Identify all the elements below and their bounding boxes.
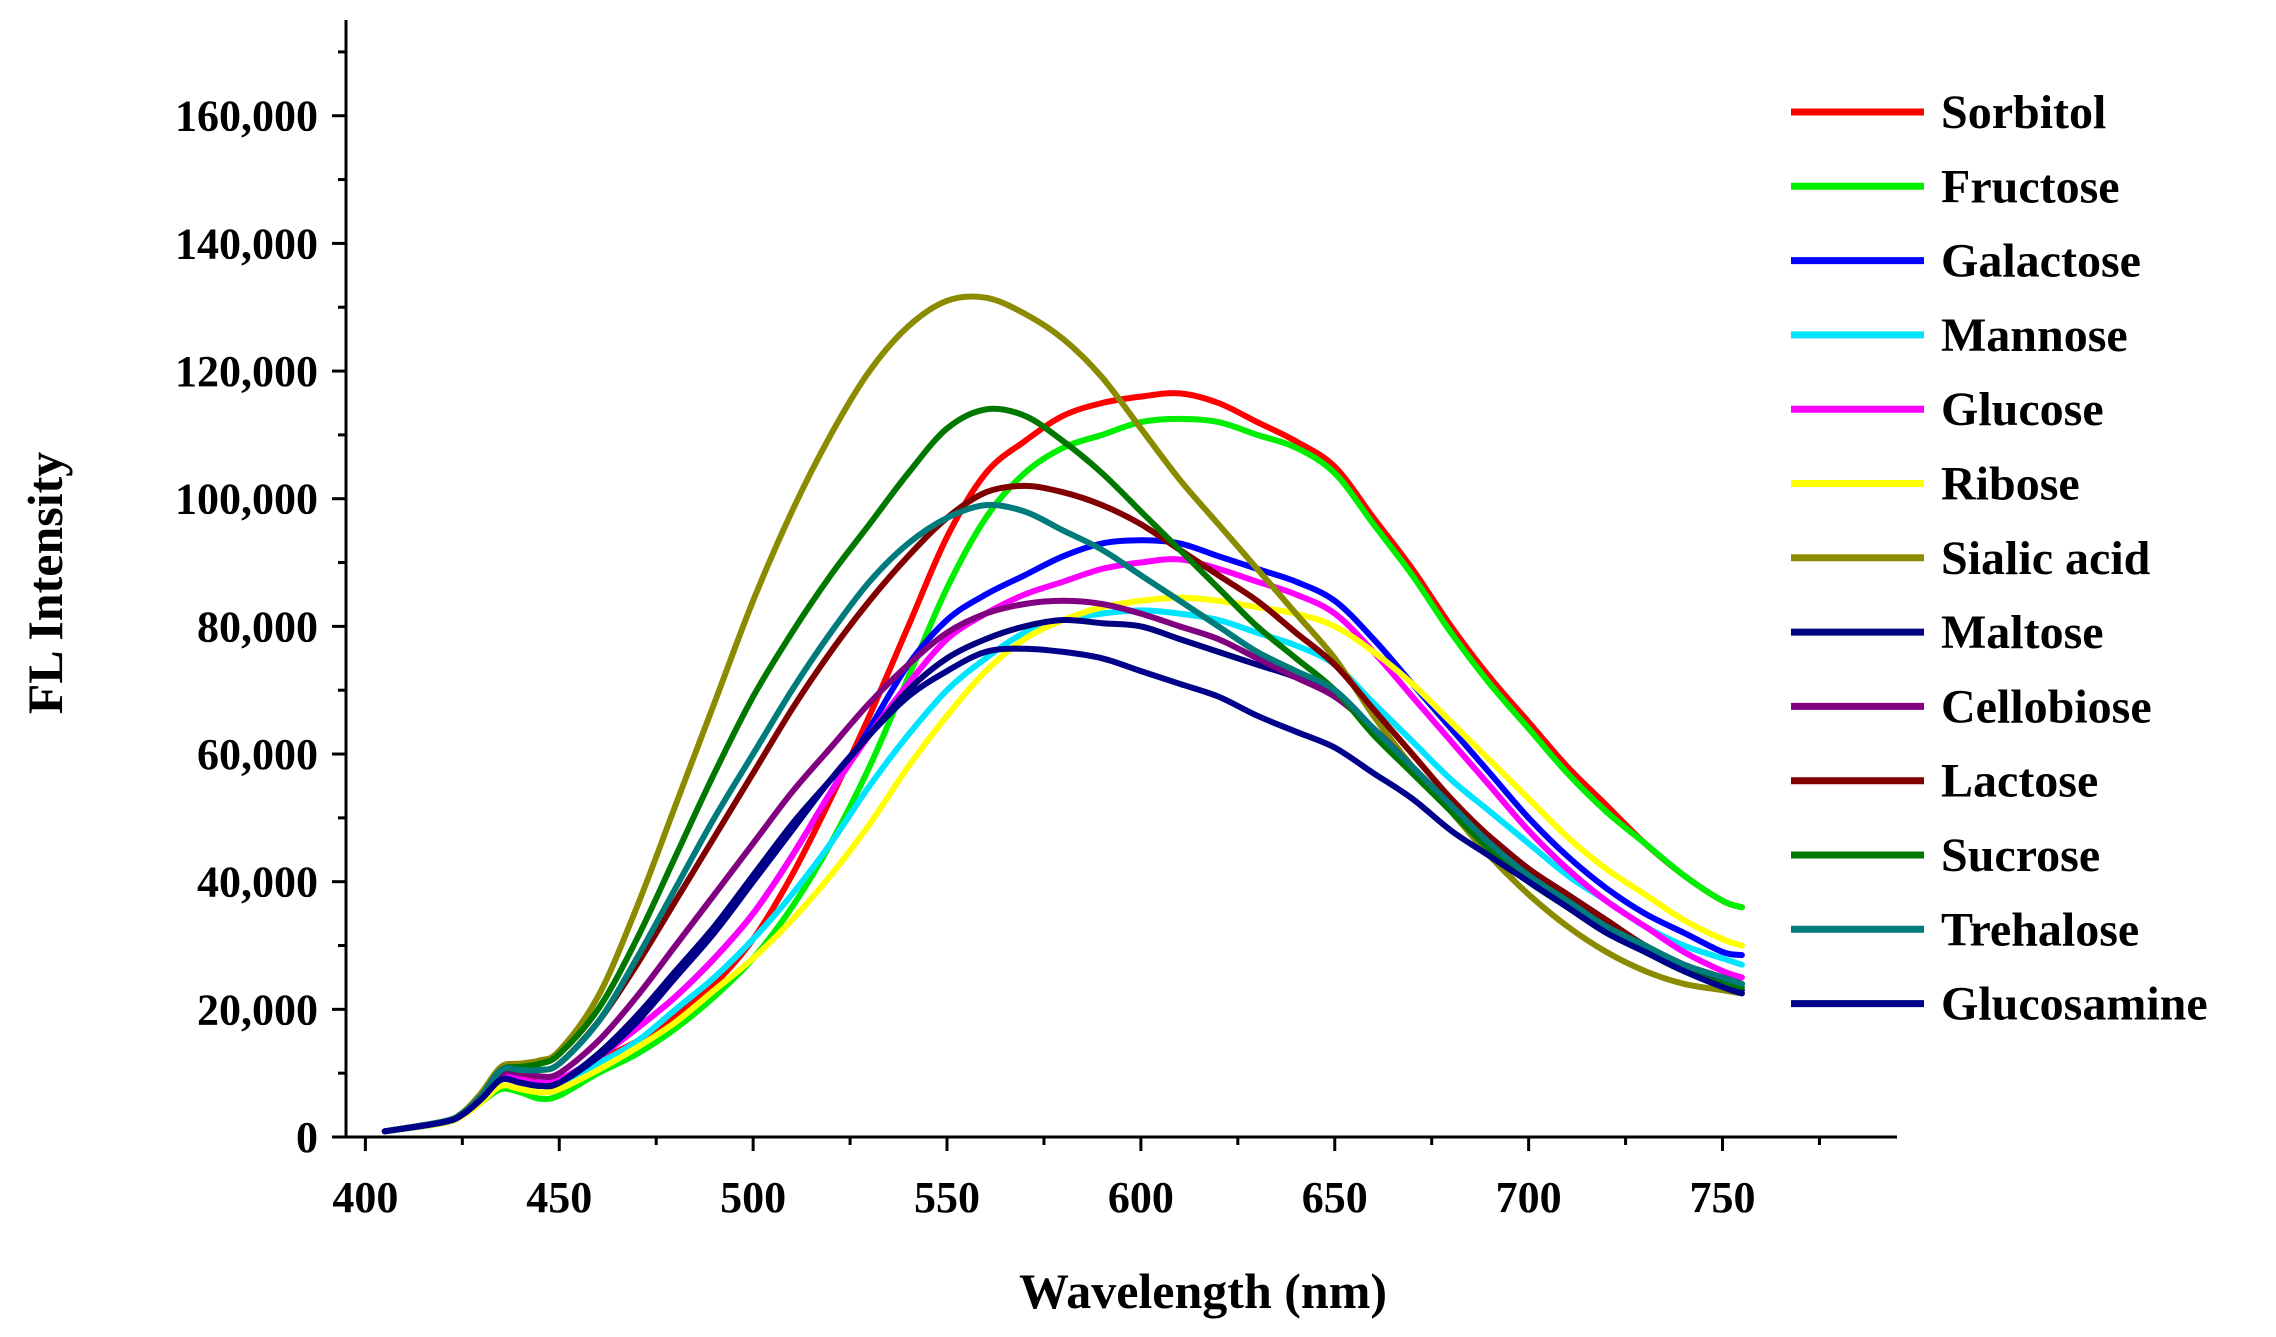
legend-entry-lactose: Lactose bbox=[1791, 755, 2098, 808]
legend-label: Galactose bbox=[1941, 235, 2141, 288]
y-tick-label: 80,000 bbox=[197, 602, 318, 651]
y-axis-title: FL Intensity bbox=[17, 452, 73, 715]
legend-entry-cellobiose: Cellobiose bbox=[1791, 680, 2152, 733]
x-tick-label: 400 bbox=[332, 1173, 398, 1222]
series-line-glucosamine bbox=[381, 645, 1745, 1135]
legend-label: Mannose bbox=[1941, 309, 2128, 362]
legend-label: Sucrose bbox=[1941, 829, 2100, 882]
y-tick-label: 20,000 bbox=[197, 985, 318, 1034]
y-tick-label: 40,000 bbox=[197, 858, 318, 907]
y-tick-label: 60,000 bbox=[197, 730, 318, 779]
legend-entry-glucosamine: Glucosamine bbox=[1791, 978, 2208, 1031]
y-tick-label: 140,000 bbox=[175, 219, 318, 268]
series-line-trehalose bbox=[381, 501, 1745, 1135]
legend-entry-maltose: Maltose bbox=[1791, 606, 2104, 659]
y-tick-label: 160,000 bbox=[175, 92, 318, 141]
y-tick-label: 120,000 bbox=[175, 347, 318, 396]
legend-label: Sorbitol bbox=[1941, 86, 2106, 139]
legend-label: Glucose bbox=[1941, 383, 2104, 436]
legend-label: Sialic acid bbox=[1941, 532, 2151, 585]
y-tick-label: 0 bbox=[296, 1113, 318, 1162]
tick-labels: 400 450 500 550 600 650 700 750 0 20,000 40,000 60,… bbox=[175, 92, 1756, 1222]
legend-entry-sialic-acid: Sialic acid bbox=[1791, 532, 2151, 585]
series-layer bbox=[381, 293, 1745, 1135]
legend-entry-galactose: Galactose bbox=[1791, 235, 2141, 288]
legend-entry-trehalose: Trehalose bbox=[1791, 903, 2139, 956]
legend-label: Glucosamine bbox=[1941, 978, 2208, 1031]
legend-label: Trehalose bbox=[1941, 903, 2139, 956]
series-line-sucrose bbox=[381, 405, 1745, 1135]
legend: Sorbitol Fructose Galactose Mannose Glucose R… bbox=[1791, 86, 2208, 1031]
series-line-glucose bbox=[381, 556, 1745, 1135]
series-line-galactose bbox=[381, 537, 1745, 1135]
legend-label: Ribose bbox=[1941, 458, 2080, 511]
legend-entry-sucrose: Sucrose bbox=[1791, 829, 2100, 882]
x-tick-label: 550 bbox=[914, 1173, 980, 1222]
y-tick-label: 100,000 bbox=[175, 475, 318, 524]
legend-entry-sorbitol: Sorbitol bbox=[1791, 86, 2106, 139]
x-axis-title: Wavelength (nm) bbox=[1019, 1263, 1387, 1319]
x-tick-label: 450 bbox=[526, 1173, 592, 1222]
legend-entry-glucose: Glucose bbox=[1791, 383, 2104, 436]
x-tick-label: 650 bbox=[1302, 1173, 1368, 1222]
x-tick-label: 500 bbox=[720, 1173, 786, 1222]
legend-entry-fructose: Fructose bbox=[1791, 160, 2120, 213]
x-tick-label: 700 bbox=[1496, 1173, 1562, 1222]
series-line-ribose bbox=[381, 594, 1745, 1135]
legend-label: Maltose bbox=[1941, 606, 2104, 659]
legend-label: Cellobiose bbox=[1941, 680, 2152, 733]
legend-entry-mannose: Mannose bbox=[1791, 309, 2128, 362]
x-tick-label: 600 bbox=[1108, 1173, 1174, 1222]
series-line-sialic-acid bbox=[381, 293, 1745, 1135]
legend-entry-ribose: Ribose bbox=[1791, 458, 2080, 511]
axes bbox=[332, 20, 1897, 1151]
legend-label: Lactose bbox=[1941, 755, 2098, 808]
legend-label: Fructose bbox=[1941, 160, 2120, 213]
series-line-cellobiose bbox=[381, 597, 1745, 1135]
x-tick-label: 750 bbox=[1690, 1173, 1756, 1222]
series-line-fructose bbox=[381, 415, 1745, 1135]
